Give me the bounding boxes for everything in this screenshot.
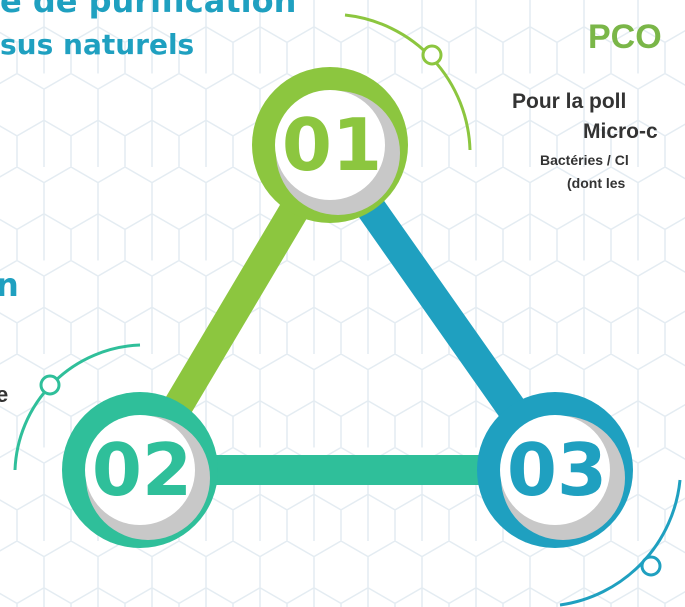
step-node: 01 (252, 67, 408, 223)
infographic: 01 02 03 e de purification sus naturels … (0, 0, 685, 607)
step-number: 01 (282, 103, 382, 187)
title-line: sus naturels (0, 28, 194, 61)
left-fragment: n (0, 266, 19, 304)
step-number: 02 (92, 428, 192, 512)
side-text: (dont les (567, 175, 626, 191)
page: 01 02 03 e de purification sus naturels … (0, 0, 685, 607)
step-node: 02 (62, 392, 218, 548)
step-node: 03 (477, 392, 633, 548)
step-number: 03 (507, 428, 607, 512)
side-text: Pour la poll (512, 90, 626, 113)
side-text: Micro-c (583, 120, 658, 143)
left-fragment: e (0, 382, 8, 407)
side-text: Bactéries / Cl (540, 152, 629, 168)
side-heading: PCO (588, 18, 662, 56)
title-line: e de purification (0, 0, 296, 20)
